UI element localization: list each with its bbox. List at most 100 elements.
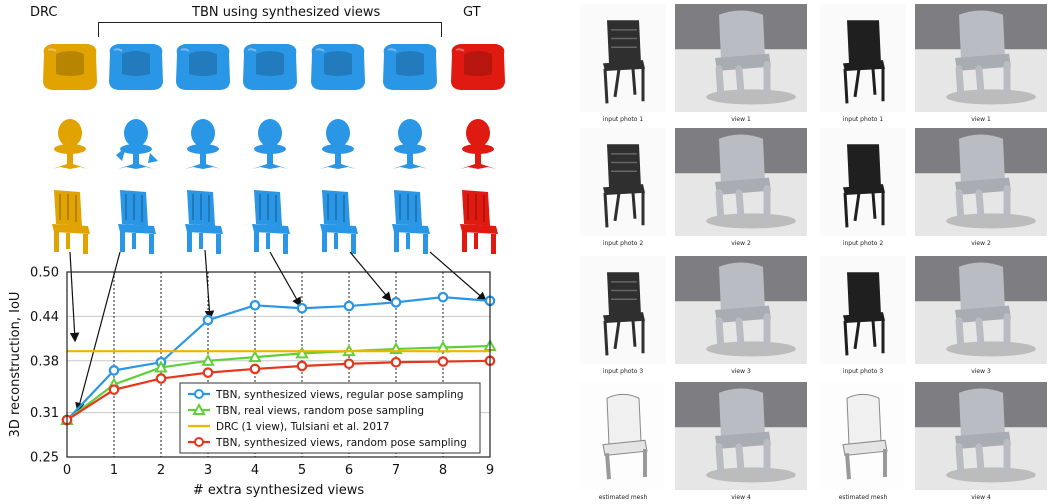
render-armchair-6 xyxy=(451,44,505,90)
sidechair-slats xyxy=(467,194,485,222)
chair-legs xyxy=(843,318,885,356)
clay-back xyxy=(959,388,1005,439)
photo-shadow xyxy=(706,341,796,357)
pointer-arrow xyxy=(75,251,121,413)
sidechair-leg xyxy=(216,234,221,254)
armchair-seat-shade xyxy=(256,51,284,76)
view-render-image xyxy=(675,382,807,490)
clay-legs xyxy=(715,438,771,479)
chair-seat xyxy=(603,312,645,323)
swivel-post xyxy=(133,153,139,165)
mesh-legs xyxy=(845,448,887,480)
data-point xyxy=(295,346,309,359)
chair-legs xyxy=(843,66,885,104)
swivel-seat xyxy=(187,144,219,154)
render-swivel-4 xyxy=(320,119,356,169)
sidechair-leg xyxy=(199,233,203,249)
chart-axes: 0.25 0.31 0.38 0.44 0.50 0 1 2 3 4 5 6 7 8 9 # extra sy… xyxy=(8,266,494,499)
data-point xyxy=(249,363,261,375)
sidechair-leg xyxy=(491,234,496,254)
series-line xyxy=(66,296,491,421)
pointer-arrow xyxy=(269,251,302,308)
photo-cell: input photo 3 xyxy=(820,256,906,378)
swivel-base xyxy=(460,163,496,169)
data-point xyxy=(437,291,449,303)
swivel-seat xyxy=(54,144,86,154)
sidechair-leg xyxy=(83,234,88,254)
clay-legs xyxy=(955,312,1011,353)
x-tick-label: 7 xyxy=(392,463,400,478)
photo-cell: input photo 1 xyxy=(820,4,906,126)
sidechair-leg xyxy=(394,232,399,252)
photo-cell: view 1 xyxy=(675,4,807,126)
armchair-seat-shade xyxy=(464,51,492,76)
sidechair-seat xyxy=(392,224,430,234)
render-swivel-0 xyxy=(52,119,88,169)
clay-seat xyxy=(955,431,1011,449)
armchair-highlight xyxy=(315,48,325,52)
swivel-back xyxy=(326,119,350,147)
legend-marker xyxy=(194,389,204,399)
chart-legend: TBN, synthesized views, regular pose sam… xyxy=(179,382,481,454)
chair-legs xyxy=(603,190,645,228)
armchair-highlight xyxy=(387,48,397,52)
sidechair-seat xyxy=(185,224,223,234)
swivel-post xyxy=(407,153,413,165)
data-point xyxy=(296,360,308,372)
photo-cell: input photo 2 xyxy=(580,128,666,250)
sidechair-back xyxy=(462,190,490,226)
chair-back xyxy=(847,144,881,188)
render-armchair-1 xyxy=(109,44,163,90)
series-line xyxy=(66,359,491,421)
clay-seat xyxy=(955,53,1011,71)
chair-seat xyxy=(843,60,885,71)
render-swivel-5 xyxy=(392,119,428,169)
clay-back xyxy=(719,262,765,313)
render-armchair-0 xyxy=(43,44,97,90)
clay-seat xyxy=(955,177,1011,195)
armchair-highlight xyxy=(47,48,57,52)
clay-legs xyxy=(955,184,1011,225)
chair-seat xyxy=(603,60,645,71)
data-point xyxy=(390,356,402,368)
swivel-post xyxy=(475,153,481,165)
data-point xyxy=(390,297,402,308)
photo-caption: view 1 xyxy=(971,116,991,123)
x-tick-label: 0 xyxy=(63,463,71,478)
swivel-seat xyxy=(462,144,494,154)
x-tick-label: 9 xyxy=(486,463,494,478)
iou-chart: 0.25 0.31 0.38 0.44 0.50 0 1 2 3 4 5 6 7 8 9 # extra sy… xyxy=(8,249,497,499)
gt-header: GT xyxy=(463,5,481,20)
photo-cell: estimated mesh xyxy=(820,382,906,504)
chair-seat xyxy=(843,184,885,195)
photo-shadow xyxy=(706,213,796,229)
photo-cell: view 2 xyxy=(675,128,807,250)
swivel-base xyxy=(252,163,288,169)
armchair-body xyxy=(383,44,437,90)
sidechair-seat xyxy=(320,224,358,234)
swivel-seat xyxy=(254,144,286,154)
photo-caption: view 4 xyxy=(971,494,991,501)
chair-back xyxy=(847,20,881,64)
render-armchair-3 xyxy=(243,44,297,90)
swivel-seat xyxy=(322,144,354,154)
sidechair-leg xyxy=(266,233,270,249)
sidechair-back xyxy=(394,190,422,226)
sidechair-leg xyxy=(149,234,154,254)
chair-seat xyxy=(603,184,645,195)
y-tick-label: 0.25 xyxy=(30,451,59,466)
photo-caption: estimated mesh xyxy=(598,494,648,501)
y-tick-label: 0.38 xyxy=(30,354,59,369)
armchair-body xyxy=(109,44,163,90)
clay-seat xyxy=(715,431,771,449)
estimated-mesh-image xyxy=(820,382,906,490)
swivel-post xyxy=(335,153,341,165)
photo-shadow xyxy=(946,89,1036,105)
data-point xyxy=(296,302,308,314)
sidechair-slats xyxy=(327,194,345,222)
x-tick-label: 1 xyxy=(110,463,118,478)
data-point xyxy=(201,353,215,366)
armchair-seat-shade xyxy=(56,51,84,76)
data-point xyxy=(343,358,355,370)
photo-caption: view 3 xyxy=(971,368,991,375)
